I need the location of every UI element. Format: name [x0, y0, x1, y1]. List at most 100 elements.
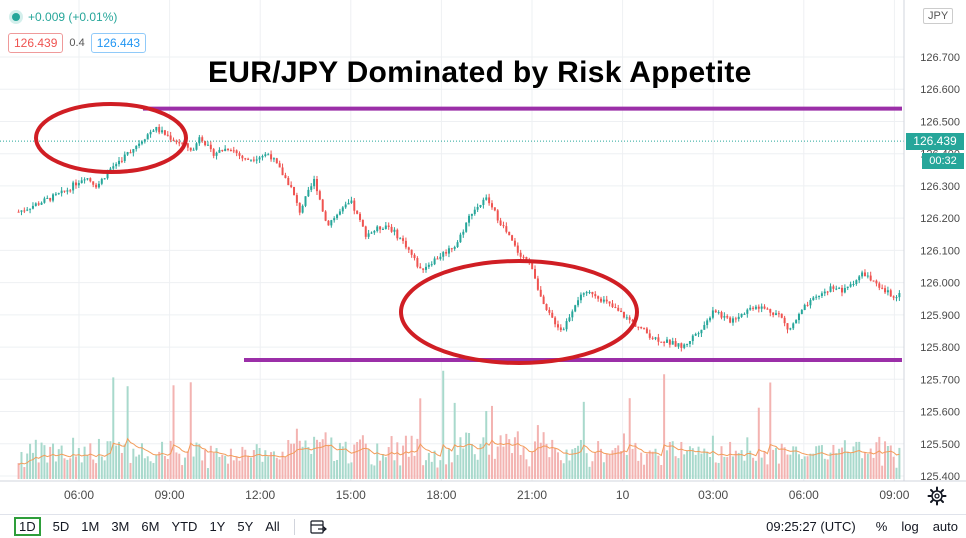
candle-body — [772, 312, 775, 316]
x-tick-label: 09:00 — [879, 488, 909, 502]
candle-body — [189, 147, 192, 151]
volume-bar — [789, 454, 792, 479]
timeframe-ytd[interactable]: YTD — [171, 519, 198, 534]
candle-body — [166, 134, 169, 136]
volume-bar — [886, 446, 889, 479]
candle-body — [422, 268, 425, 270]
candle-body — [866, 275, 869, 277]
gear-icon[interactable] — [926, 485, 948, 507]
candle-body — [201, 137, 204, 142]
volume-bar — [227, 463, 230, 479]
volume-bar — [359, 439, 362, 479]
candle-body — [617, 307, 620, 311]
volume-bar — [138, 454, 141, 479]
candle-body — [433, 258, 436, 265]
timeframe-5y[interactable]: 5Y — [237, 519, 254, 534]
candle-body — [620, 310, 623, 313]
volume-bar — [671, 441, 674, 479]
candle-body — [571, 311, 574, 318]
volume-bar — [700, 453, 703, 479]
volume-bar — [215, 448, 218, 479]
candle-body — [410, 249, 413, 255]
volume-bar — [284, 456, 287, 479]
volume-bars — [17, 370, 901, 479]
candle-body — [278, 163, 281, 168]
candle-body — [140, 141, 143, 144]
x-tick-label: 15:00 — [336, 488, 366, 502]
volume-bar — [677, 458, 680, 479]
volume-bar — [169, 440, 172, 479]
timeframe-1m[interactable]: 1M — [81, 519, 100, 534]
candle-body — [212, 149, 215, 156]
annotation-circle-low — [399, 259, 639, 365]
x-tick-label: 18:00 — [426, 488, 456, 502]
volume-bar — [43, 445, 46, 479]
volume-bar — [562, 463, 565, 479]
volume-bar — [709, 456, 712, 479]
volume-bar — [115, 445, 118, 479]
volume-bar — [697, 446, 700, 479]
y-tick-label: 126.700 — [920, 52, 960, 64]
volume-bar — [522, 447, 525, 479]
volume-bar — [344, 441, 347, 479]
candle-body — [534, 269, 537, 279]
candle-body — [336, 214, 339, 219]
candle-body — [694, 333, 697, 336]
volume-bar — [166, 458, 169, 479]
timeframe-1d[interactable]: 1D — [14, 517, 41, 536]
timeframe-5d[interactable]: 5D — [52, 519, 70, 534]
price-chart[interactable]: 125.400 125.500 125.600 125.700 125.800 125.9… — [0, 0, 966, 514]
candle-body — [404, 240, 407, 248]
auto-scale-toggle[interactable]: auto — [932, 519, 958, 534]
candle-body — [783, 317, 786, 324]
volume-bar — [600, 448, 603, 479]
candle-body — [384, 225, 387, 229]
candle-body — [402, 238, 405, 241]
volume-bar — [858, 441, 861, 479]
candle-body — [442, 252, 445, 257]
time-axis[interactable]: 06:00 09:00 12:00 15:00 18:00 21:00 10 03:00 06:… — [0, 480, 966, 502]
volume-bar — [528, 466, 531, 479]
volume-bar — [307, 446, 310, 479]
volume-bar — [746, 437, 749, 479]
timeframe-1y[interactable]: 1Y — [209, 519, 226, 534]
candle-body — [806, 304, 809, 306]
bid-price-box[interactable]: 126.439 — [8, 33, 64, 53]
volume-bar — [895, 467, 898, 479]
percent-scale-toggle[interactable]: % — [875, 519, 888, 534]
y-tick-label: 126.300 — [920, 181, 960, 193]
x-tick-label: 06:00 — [64, 488, 94, 502]
volume-bar — [588, 466, 591, 479]
timeframe-all[interactable]: All — [265, 519, 280, 534]
candle-body — [706, 320, 709, 326]
candle-body — [135, 145, 138, 150]
volume-bar — [315, 439, 318, 479]
candle-body — [542, 296, 545, 305]
utc-clock[interactable]: 09:25:27 (UTC) — [766, 519, 856, 534]
volume-bar — [330, 437, 333, 479]
timeframe-3m[interactable]: 3M — [111, 519, 130, 534]
candle-body — [743, 313, 746, 315]
candle-body — [843, 287, 846, 293]
volume-bar — [201, 460, 204, 479]
volume-bar — [132, 448, 135, 479]
log-scale-toggle[interactable]: log — [901, 519, 919, 534]
candle-body — [898, 293, 901, 298]
bottom-toolbar: 1D 5D 1M 3M 6M YTD 1Y 5Y All 09:25:27 (U… — [0, 514, 966, 538]
volume-bar — [152, 462, 155, 479]
volume-bar — [209, 445, 212, 479]
volume-bar — [519, 454, 522, 479]
candle-body — [536, 278, 539, 290]
timeframe-6m[interactable]: 6M — [141, 519, 160, 534]
ask-price-box[interactable]: 126.443 — [90, 33, 147, 53]
candle-body — [775, 313, 778, 316]
currency-label[interactable]: JPY — [923, 8, 954, 24]
go-to-date-button[interactable] — [309, 519, 327, 535]
candle-body — [445, 252, 448, 254]
volume-bar — [772, 449, 775, 479]
candle-body — [548, 309, 551, 313]
candle-body — [293, 186, 296, 196]
candle-body — [731, 318, 734, 323]
candle-body — [562, 329, 565, 331]
volume-bar — [683, 454, 686, 479]
